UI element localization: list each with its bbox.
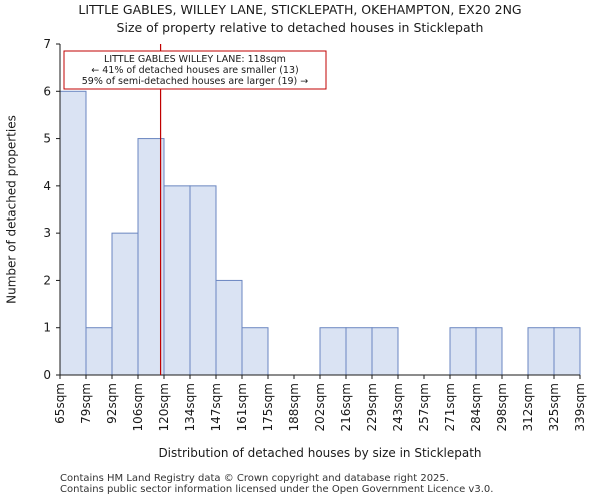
y-tick-label-7: 7 [43, 37, 51, 51]
annotation-line-1: LITTLE GABLES WILLEY LANE: 118sqm [104, 54, 286, 65]
bar-134sqm [189, 185, 217, 376]
bar-271sqm [449, 327, 477, 376]
x-tick-label-339sqm: 339sqm [573, 383, 587, 431]
y-axis-label: Number of detached properties [5, 115, 19, 304]
x-tick-label-147sqm: 147sqm [209, 383, 223, 431]
y-tick-label-4: 4 [43, 179, 51, 193]
chart-subtitle: Size of property relative to detached ho… [116, 20, 484, 35]
x-axis-label: Distribution of detached houses by size … [158, 446, 481, 460]
x-tick-label-65sqm: 65sqm [53, 383, 67, 424]
x-ticks-group: 65sqm 79sqm 92sqm 106sqm 120sqm 134sqm 147sqm 1… [53, 375, 587, 431]
chart-title: LITTLE GABLES, WILLEY LANE, STICKLEPATH,… [78, 2, 522, 17]
bar-65sqm [59, 90, 87, 376]
x-tick-label-271sqm: 271sqm [443, 383, 457, 431]
y-tick-label-6: 6 [43, 84, 51, 98]
x-tick-label-284sqm: 284sqm [469, 383, 483, 431]
x-tick-label-325sqm: 325sqm [547, 383, 561, 431]
footer-line-1: Contains HM Land Registry data © Crown c… [60, 473, 449, 484]
bar-216sqm [345, 327, 373, 376]
bar-106sqm [137, 138, 165, 376]
x-tick-label-202sqm: 202sqm [313, 383, 327, 431]
y-tick-label-1: 1 [43, 321, 51, 335]
x-tick-label-216sqm: 216sqm [339, 383, 353, 431]
x-tick-label-188sqm: 188sqm [287, 383, 301, 431]
y-ticks-group: 0 1 2 3 4 5 6 7 [43, 37, 60, 382]
annotation-rect [63, 50, 327, 90]
bar-229sqm [371, 327, 399, 376]
bars-group [59, 90, 581, 376]
x-tick-label-243sqm: 243sqm [391, 383, 405, 431]
x-tick-label-134sqm: 134sqm [183, 383, 197, 431]
footer-line-2: Contains public sector information licen… [60, 484, 494, 495]
x-tick-label-161sqm: 161sqm [235, 383, 249, 431]
x-tick-label-175sqm: 175sqm [261, 383, 275, 431]
bar-147sqm [215, 279, 243, 376]
x-tick-label-106sqm: 106sqm [131, 383, 145, 431]
annotation-box: LITTLE GABLES WILLEY LANE: 118sqm ← 41% … [63, 50, 327, 90]
y-tick-label-5: 5 [43, 132, 51, 146]
y-tick-label-0: 0 [43, 368, 51, 382]
bar-79sqm [85, 327, 113, 376]
bar-312sqm [527, 327, 555, 376]
bar-120sqm [163, 185, 191, 376]
x-tick-label-79sqm: 79sqm [79, 383, 93, 424]
annotation-line-3: 59% of semi-detached houses are larger (… [82, 76, 309, 87]
y-tick-label-3: 3 [43, 226, 51, 240]
bar-161sqm [241, 327, 269, 376]
bar-325sqm [553, 327, 581, 376]
annotation-line-2: ← 41% of detached houses are smaller (13… [91, 65, 298, 76]
x-tick-label-229sqm: 229sqm [365, 383, 379, 431]
x-tick-label-120sqm: 120sqm [157, 383, 171, 431]
x-tick-label-312sqm: 312sqm [521, 383, 535, 431]
x-tick-label-298sqm: 298sqm [495, 383, 509, 431]
y-tick-label-2: 2 [43, 273, 51, 287]
bar-202sqm [319, 327, 347, 376]
bar-284sqm [475, 327, 503, 376]
x-tick-label-257sqm: 257sqm [417, 383, 431, 431]
x-tick-label-92sqm: 92sqm [105, 383, 119, 424]
bar-92sqm [111, 232, 139, 376]
